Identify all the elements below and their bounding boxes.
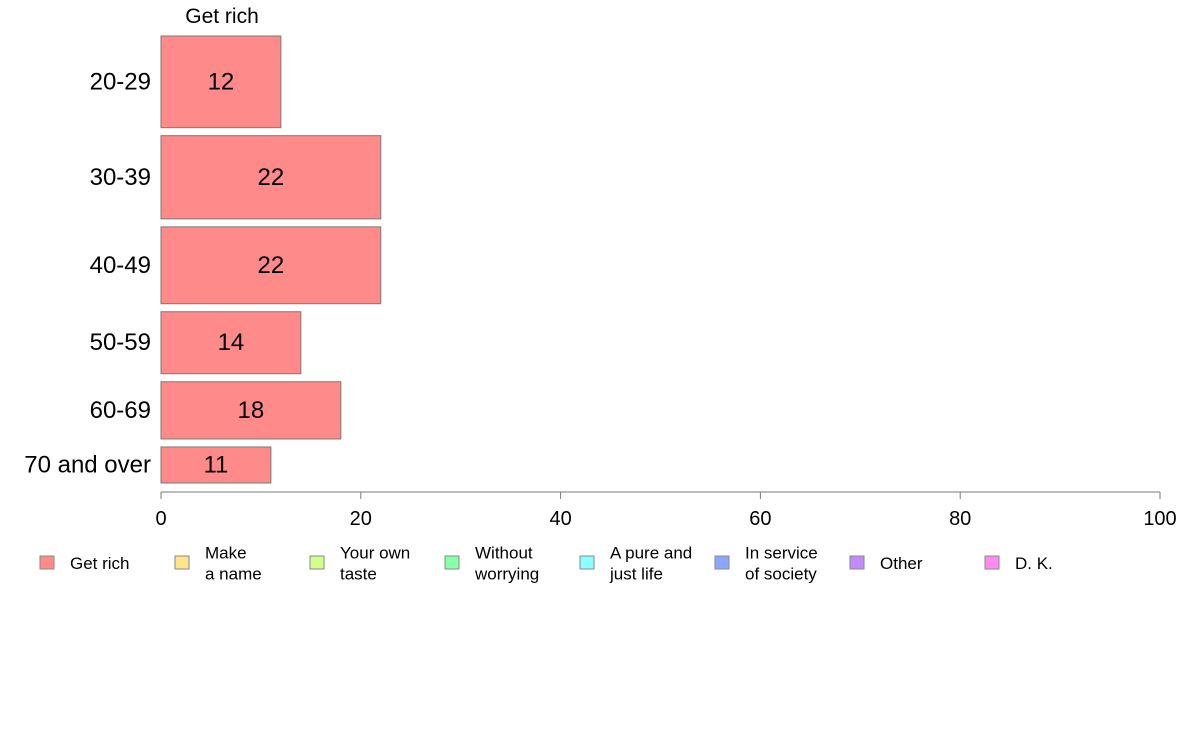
category-label: 40-49 <box>90 252 151 279</box>
panel-title: Get rich <box>185 5 259 28</box>
legend-item: In service of society <box>714 544 818 584</box>
legend-item: Make a name <box>174 544 262 584</box>
legend: Get rich Make a name Your own taste Without wo… <box>39 544 1053 584</box>
bar-40-49 <box>160 226 382 305</box>
legend-label: Make a name <box>205 544 262 584</box>
legend-item: Your own taste <box>309 544 410 584</box>
bar-value-label: 22 <box>258 164 285 191</box>
legend-item: D. K. <box>984 554 1053 573</box>
legend-swatch <box>579 555 595 570</box>
x-tick-label: 80 <box>949 508 971 530</box>
legend-item: Other <box>849 554 923 573</box>
x-tick-label: 40 <box>549 508 571 530</box>
legend-label: D. K. <box>1015 554 1053 573</box>
bar-value-label: 11 <box>203 451 228 478</box>
legend-label: Without worrying <box>474 544 539 584</box>
legend-item: Get rich <box>39 554 130 573</box>
bars-group: 12 20-29 22 30-39 22 40-49 14 50-59 18 60-69 11 70 … <box>24 35 382 484</box>
bar-60-69 <box>160 381 342 440</box>
bar-70-and-over <box>160 446 272 484</box>
legend-item: A pure and just life <box>579 544 692 584</box>
legend-label: Other <box>880 554 923 573</box>
x-tick-label: 0 <box>155 508 166 530</box>
legend-swatch <box>309 555 325 570</box>
bar-value-label: 22 <box>258 252 285 279</box>
legend-swatch <box>444 555 460 570</box>
bar-value-label: 12 <box>208 68 235 95</box>
legend-swatch <box>39 555 55 570</box>
bar-50-59 <box>160 311 302 375</box>
bar-value-label: 18 <box>238 397 265 424</box>
category-label: 20-29 <box>90 68 151 95</box>
x-tick-label: 100 <box>1143 508 1176 530</box>
bar-30-39 <box>160 135 382 220</box>
legend-item: Without worrying <box>444 544 539 584</box>
legend-swatch <box>714 555 730 570</box>
legend-label: Your own taste <box>340 544 410 584</box>
category-label: 50-59 <box>90 329 151 356</box>
legend-swatch <box>984 555 1000 570</box>
category-label: 60-69 <box>90 397 151 424</box>
category-label: 30-39 <box>90 164 151 191</box>
category-label: 70 and over <box>24 451 151 478</box>
x-tick-label: 60 <box>749 508 771 530</box>
legend-label: In service of society <box>745 544 818 584</box>
legend-label: Get rich <box>70 554 130 573</box>
legend-swatch <box>174 555 190 570</box>
x-axis: 0 20 40 60 80 100 <box>155 491 1177 530</box>
bar-value-label: 14 <box>218 329 245 356</box>
legend-swatch <box>849 555 865 570</box>
bar-20-29 <box>160 35 282 129</box>
legend-label: A pure and just life <box>609 544 692 584</box>
x-tick-label: 20 <box>350 508 372 530</box>
